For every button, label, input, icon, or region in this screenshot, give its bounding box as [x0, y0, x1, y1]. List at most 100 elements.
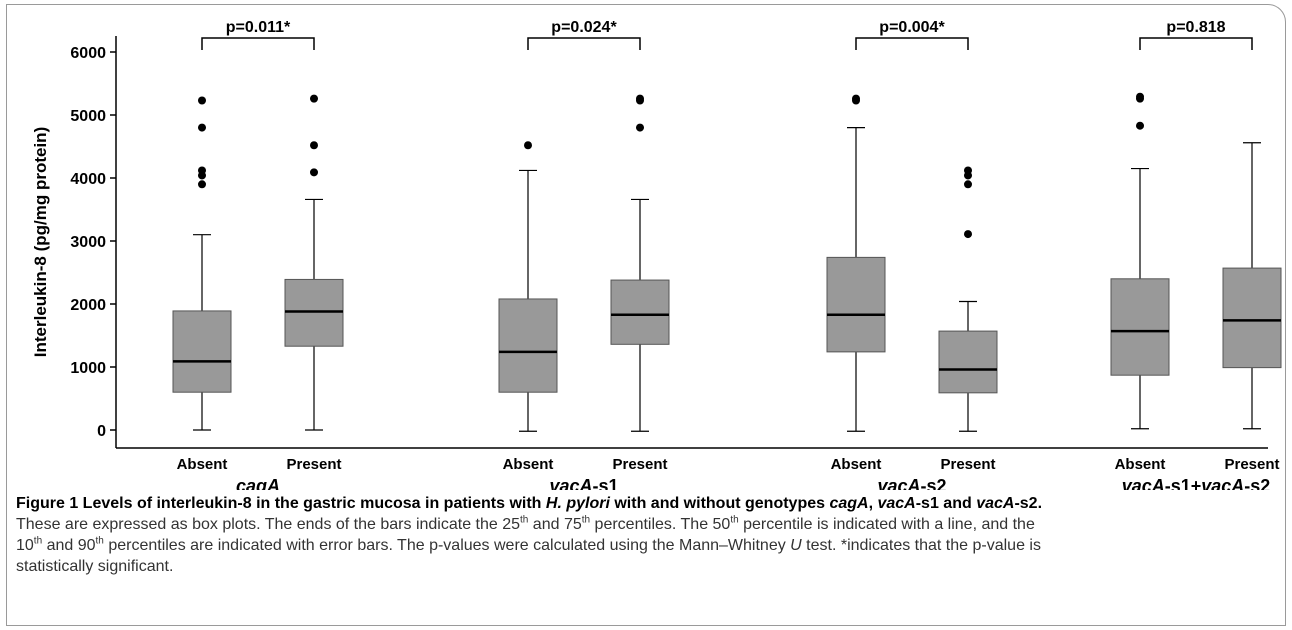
- boxplot-chart: 0 1000 2000 3000 4000 5000 6000 Interleukin-8 (…: [31, 19, 1282, 490]
- group-label-part: vacA: [877, 476, 920, 490]
- group-label: vacA-s2: [877, 476, 946, 490]
- outlier-point: [198, 180, 206, 189]
- pvalue-label: p=0.818: [1166, 19, 1225, 36]
- caption-run: th: [95, 535, 104, 547]
- box-iqr: [284, 278, 344, 347]
- outlier-point: [310, 94, 318, 103]
- box-iqr: [172, 310, 232, 393]
- bracket-line: [527, 37, 641, 50]
- box-iqr: [1222, 267, 1282, 369]
- box-iqr: [1110, 278, 1170, 376]
- caption-run: U: [790, 537, 802, 554]
- box-vacA-s1+vacA-s2-present: [1222, 142, 1282, 430]
- caption-run: These are expressed as box plots. The en…: [16, 516, 521, 533]
- caption-run: ,: [868, 495, 878, 512]
- group-label: cagA: [236, 476, 280, 490]
- pvalue-label: p=0.004*: [879, 19, 945, 36]
- figure-frame: [6, 4, 1286, 626]
- caption-run: th: [520, 514, 529, 526]
- box-vacA-s1-absent: [498, 141, 558, 432]
- box-label: Absent: [503, 456, 554, 473]
- bracket-line: [1139, 37, 1253, 50]
- caption-run: 10: [16, 537, 34, 554]
- caption-run: cagA: [829, 495, 869, 512]
- y-tick-label: 6000: [70, 45, 106, 62]
- box-plots: p=0.011* p=0.024* p=0.004* p=0.818: [172, 19, 1282, 432]
- pvalue-bracket: p=0.024*: [527, 19, 641, 50]
- pvalue-bracket: p=0.004*: [855, 19, 969, 50]
- box-iqr: [610, 279, 670, 345]
- box-label: Absent: [177, 456, 228, 473]
- group-label-part: vacA: [1122, 476, 1165, 490]
- caption-run: percentiles are indicated with error bar…: [103, 537, 791, 554]
- box-label: Present: [612, 456, 667, 473]
- caption-run: -s1 and: [915, 495, 977, 512]
- pvalue-label: p=0.024*: [551, 19, 617, 36]
- caption-line-4: statistically significant.: [16, 556, 1278, 577]
- box-iqr: [938, 330, 998, 394]
- outlier-point: [1136, 92, 1144, 101]
- caption-run: percentiles. The 50: [590, 516, 731, 533]
- caption-run: th: [730, 514, 739, 526]
- outlier-point: [964, 166, 972, 175]
- caption-run: th: [581, 514, 591, 526]
- caption-line-1: Figure 1 Levels of interleukin-8 in the …: [16, 493, 1278, 514]
- group-label-part: cagA: [236, 476, 280, 490]
- box-vacA-s2-present: [938, 166, 998, 432]
- group-label: vacA-s1: [549, 476, 618, 490]
- y-tick-label: 5000: [70, 108, 106, 125]
- box-label: Present: [1224, 456, 1279, 473]
- caption-run: vacA: [877, 495, 916, 512]
- axes: 0 1000 2000 3000 4000 5000 6000 Interleukin-8 (…: [31, 36, 1268, 449]
- outlier-point: [310, 168, 318, 177]
- caption-run: and 75: [528, 516, 582, 533]
- caption-run: th: [33, 535, 43, 547]
- caption-run: H. pylori: [545, 495, 610, 512]
- box-vacA-s2-absent: [826, 94, 886, 432]
- group-label-part: -s1+: [1165, 476, 1202, 490]
- y-tick-label: 3000: [70, 234, 106, 251]
- outlier-point: [198, 123, 206, 132]
- outlier-point: [198, 96, 206, 105]
- box-vacA-s1+vacA-s2-absent: [1110, 92, 1170, 430]
- figure-caption: Figure 1 Levels of interleukin-8 in the …: [16, 493, 1278, 577]
- outlier-point: [310, 141, 318, 150]
- group-label-part: -s2: [1244, 476, 1270, 490]
- box-vacA-s1-present: [610, 94, 670, 432]
- box-label: Present: [940, 456, 995, 473]
- y-tick-label: 0: [97, 423, 106, 440]
- caption-run: statistically significant.: [16, 558, 174, 575]
- outlier-point: [198, 166, 206, 175]
- box-label: Absent: [831, 456, 882, 473]
- y-tick-label: 4000: [70, 171, 106, 188]
- pvalue-bracket: p=0.818: [1139, 19, 1253, 50]
- group-label-part: -s1: [593, 476, 619, 490]
- box-iqr: [826, 256, 886, 353]
- caption-line-2: These are expressed as box plots. The en…: [16, 514, 1278, 535]
- y-tick-label: 2000: [70, 297, 106, 314]
- y-axis-title: Interleukin-8 (pg/mg protein): [31, 127, 50, 357]
- outlier-point: [636, 94, 644, 103]
- outlier-point: [524, 141, 532, 150]
- group-label-part: vacA: [1201, 476, 1244, 490]
- group-label: vacA-s1+vacA-s2: [1122, 476, 1271, 490]
- pvalue-bracket: p=0.011*: [201, 19, 315, 50]
- caption-run: percentile is indicated with a line, and…: [738, 516, 1035, 533]
- caption-run: -s2.: [1014, 495, 1043, 512]
- outlier-point: [636, 123, 644, 132]
- box-label: Present: [286, 456, 341, 473]
- bracket-line: [201, 37, 315, 50]
- bracket-line: [855, 37, 969, 50]
- caption-line-3: 10th and 90th percentiles are indicated …: [16, 535, 1278, 556]
- caption-run: test. *indicates that the p-value is: [801, 537, 1041, 554]
- outlier-point: [1136, 121, 1144, 130]
- pvalue-label: p=0.011*: [226, 19, 291, 36]
- group-label-part: -s2: [921, 476, 947, 490]
- outlier-point: [964, 180, 972, 189]
- box-iqr: [498, 298, 558, 393]
- box-cagA-absent: [172, 96, 232, 431]
- caption-run: with and without genotypes: [609, 495, 830, 512]
- outlier-point: [852, 94, 860, 103]
- y-tick-label: 1000: [70, 360, 106, 377]
